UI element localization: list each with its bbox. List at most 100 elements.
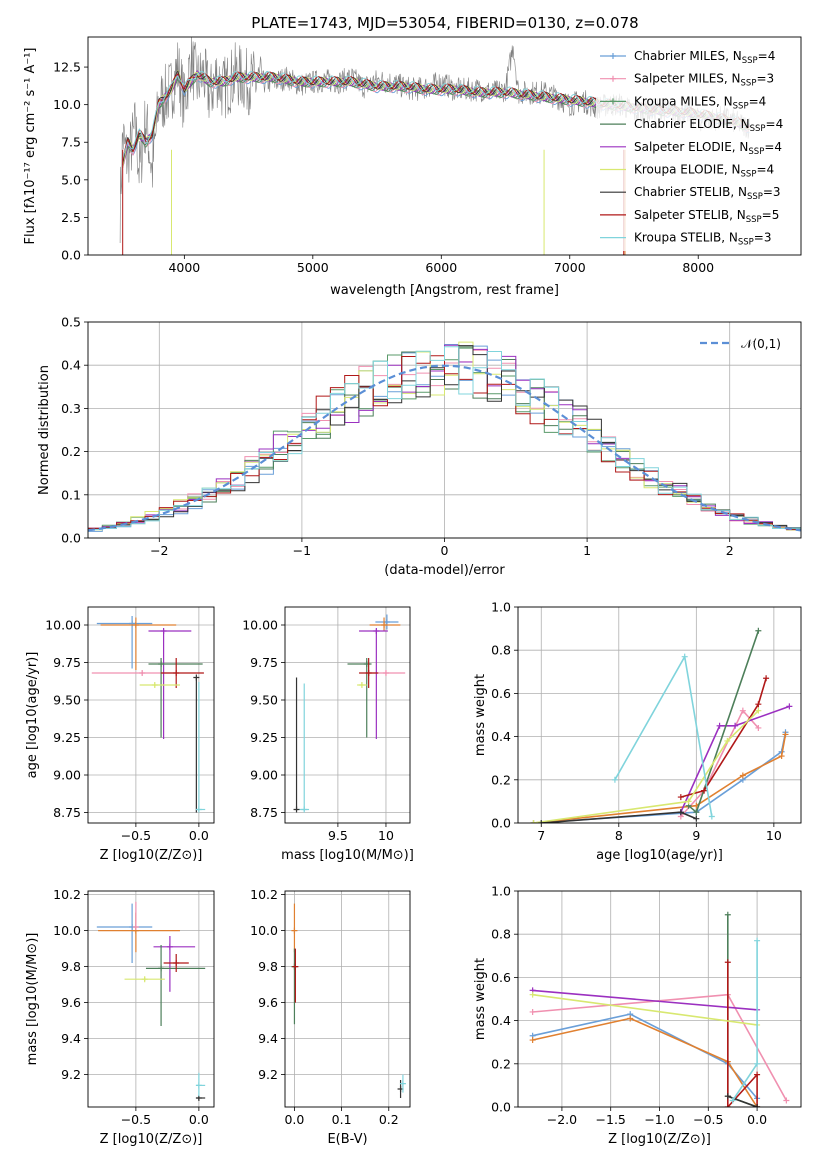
plot-area-weight_vs_age (530, 627, 793, 823)
marker (151, 682, 158, 688)
marker (193, 674, 200, 681)
axes-weight_vs_Z: −2.0 −1.5 −1.0 −0.5 0.0 0.0 0.2 0.4 0.6 0.8 1.0 Z [… (473, 884, 802, 1147)
y-tick-label: 0.6 (491, 686, 511, 701)
y-tick-label: 9.8 (258, 959, 278, 974)
x-axis-label: mass [log10(M/M⊙)] (281, 848, 414, 863)
y-axis-label: mass weight (473, 674, 488, 756)
marker (754, 937, 761, 944)
histogram-step (88, 346, 801, 538)
y-tick-label: 10.2 (250, 887, 278, 902)
marker (399, 1080, 406, 1087)
y-tick-label: 0.3 (61, 401, 81, 416)
marker (763, 675, 770, 682)
marker (724, 1104, 731, 1107)
y-tick-label: 5.0 (61, 172, 81, 187)
marker (538, 820, 545, 823)
legend-entry: Salpeter ELODIE, NSSP=4 (634, 140, 782, 157)
axes-residuals: −2 −1 0 1 2 0.0 0.1 0.2 0.3 0.4 0.5 𝒩(0,1) (data-mod… (37, 315, 802, 578)
marker (754, 1071, 761, 1078)
marker (739, 772, 746, 779)
y-tick-label: 10.00 (242, 618, 278, 633)
marker (173, 670, 180, 676)
legend-entry: Kroupa MILES, NSSP=4 (634, 94, 766, 111)
marker (158, 661, 165, 667)
axes-spectrum: 4000 5000 6000 7000 8000 0.0 2.5 5.0 7.5 10.0 12.5… (23, 36, 802, 298)
marker (529, 1008, 536, 1015)
y-tick-label: 10.0 (53, 923, 81, 938)
plot-area-age_vs_mass (293, 614, 406, 813)
y-tick-label: 0.0 (491, 1100, 511, 1115)
y-axis-label: mass weight (473, 958, 488, 1040)
plot-area-residuals (88, 341, 801, 538)
marker (365, 670, 372, 676)
y-axis-label: mass [log10(M/M⊙)] (25, 933, 40, 1066)
marker (358, 682, 365, 688)
x-tick-label: −1.5 (596, 1112, 626, 1127)
y-tick-label: 9.4 (61, 1031, 81, 1046)
marker (301, 806, 308, 813)
marker (701, 787, 708, 794)
x-tick-label: 5000 (297, 260, 329, 275)
legend-box (596, 43, 798, 251)
legend-entry: Chabrier ELODIE, NSSP=4 (634, 117, 783, 134)
x-axis-label: Z [log10(Z/Z⊙)] (608, 1132, 711, 1147)
y-tick-label: 0.0 (491, 816, 511, 831)
legend-entry: 𝒩(0,1) (741, 337, 781, 351)
axes-frame (284, 606, 411, 824)
marker (754, 1060, 761, 1067)
marker (724, 737, 731, 744)
x-tick-label: 2 (726, 543, 734, 558)
marker (132, 924, 139, 930)
y-tick-label: 0.2 (61, 444, 81, 459)
x-tick-label: 0.2 (379, 1112, 399, 1127)
y-tick-label: 9.25 (250, 730, 278, 745)
legend-entry: Salpeter MILES, NSSP=3 (634, 72, 774, 89)
marker (195, 1082, 202, 1089)
x-tick-label: −0.5 (121, 1112, 151, 1127)
marker (708, 813, 715, 820)
y-tick-label: 0.5 (61, 315, 81, 330)
y-tick-label: 9.8 (61, 959, 81, 974)
y-tick-label: 9.25 (53, 730, 81, 745)
y-tick-label: 1.0 (491, 600, 511, 615)
x-tick-label: 6000 (425, 260, 457, 275)
y-tick-label: 0.8 (491, 927, 511, 942)
x-tick-label: 0.0 (284, 1112, 304, 1127)
marker (293, 806, 300, 813)
x-tick-label: 9 (692, 828, 700, 843)
weight-series-line (532, 1013, 758, 1099)
marker (755, 701, 762, 708)
y-tick-label: 10.00 (45, 618, 81, 633)
axes-weight_vs_age: 7 8 9 10 0.0 0.2 0.4 0.6 0.8 1.0 age [log10(age/yr… (473, 600, 802, 863)
marker (783, 1097, 790, 1104)
x-axis-label: Z [log10(Z/Z⊙)] (100, 1132, 203, 1147)
x-tick-label: 10 (378, 828, 394, 843)
weight-series-line (680, 678, 767, 798)
axes-age_vs_mass: 9.5 10 8.75 9.00 9.25 9.50 9.75 10.00 mass [log1… (242, 606, 414, 863)
normal-curve (88, 364, 801, 532)
y-tick-label: 0.0 (61, 248, 81, 263)
legend-entry: Salpeter STELIB, NSSP=5 (634, 208, 779, 225)
legend-entry: Chabrier STELIB, NSSP=3 (634, 185, 781, 202)
weight-series-line (726, 962, 758, 1107)
y-tick-label: 0.2 (491, 1056, 511, 1071)
legend: 𝒩(0,1) (700, 337, 781, 351)
weight-series-line (532, 989, 758, 1011)
marker (755, 627, 762, 634)
marker (724, 911, 731, 918)
plot-area-mass_vs_Z (96, 901, 206, 1101)
x-tick-label: 0 (441, 543, 449, 558)
marker (677, 794, 684, 801)
x-tick-label: −0.5 (693, 1112, 723, 1127)
marker (373, 628, 380, 634)
axes-mass_vs_Z: −0.5 0.0 9.2 9.4 9.6 9.8 10.0 10.2 Z [log10(Z/Z⊙… (25, 887, 215, 1147)
weight-series-line (533, 734, 787, 823)
marker (739, 707, 746, 714)
axes-frame (87, 36, 802, 256)
y-axis-label: Flux [fλ10⁻¹⁷ erg cm⁻² s⁻¹ A⁻¹] (23, 48, 38, 245)
legend: Chabrier MILES, NSSP=4 Salpeter MILES, NS… (596, 43, 798, 251)
x-tick-label: −1 (293, 543, 311, 558)
legend-entry: Kroupa ELODIE, NSSP=4 (634, 163, 774, 180)
plot-area-mass_vs_ebv (291, 903, 406, 1098)
marker (782, 731, 789, 738)
